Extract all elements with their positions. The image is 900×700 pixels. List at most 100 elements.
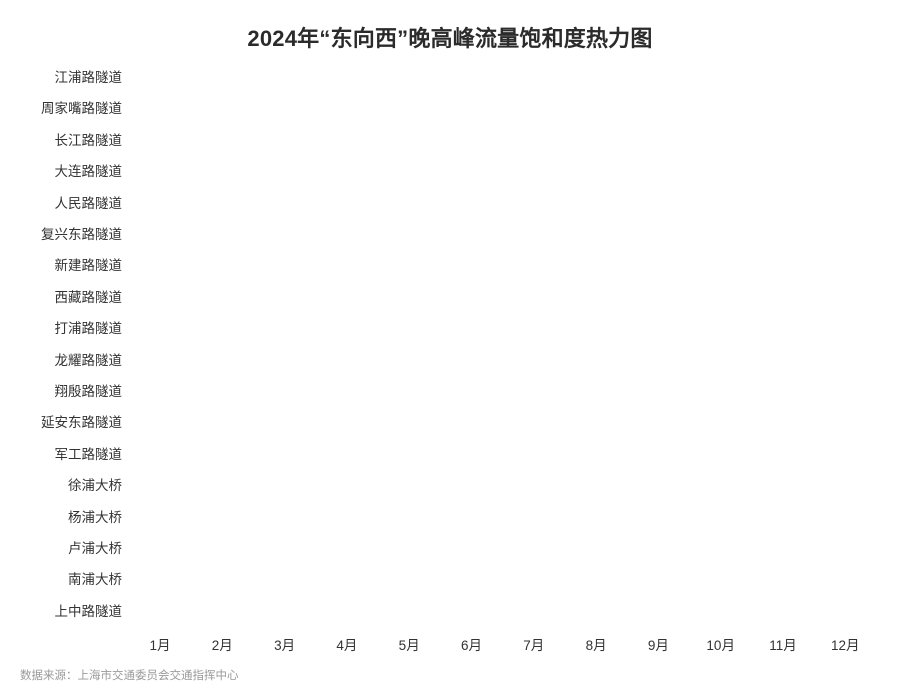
heatmap-cell bbox=[510, 156, 574, 187]
heatmap-cell bbox=[129, 62, 193, 93]
heatmap-cell bbox=[129, 250, 193, 281]
heatmap-cell bbox=[701, 439, 765, 470]
y-tick-label: 大连路隧道 bbox=[54, 164, 123, 180]
heatmap-cell bbox=[701, 282, 765, 313]
heatmap-cell bbox=[574, 125, 638, 156]
heatmap-cell bbox=[637, 376, 701, 407]
y-tick-label: 打浦路隧道 bbox=[54, 321, 123, 337]
heatmap-cell bbox=[320, 439, 384, 470]
y-tick-label: 龙耀路隧道 bbox=[54, 352, 123, 368]
heatmap-cell bbox=[764, 313, 828, 344]
heatmap-cell bbox=[574, 62, 638, 93]
heatmap-cell bbox=[193, 407, 257, 438]
heatmap-cell bbox=[637, 564, 701, 595]
heatmap-cell bbox=[129, 470, 193, 501]
x-tick-label: 8月 bbox=[585, 638, 607, 653]
heatmap-cell bbox=[828, 376, 892, 407]
heatmap-cell bbox=[383, 345, 447, 376]
heatmap-cell bbox=[193, 596, 257, 627]
heatmap-cell bbox=[510, 501, 574, 532]
heatmap-cell bbox=[637, 345, 701, 376]
heatmap-cell bbox=[764, 533, 828, 564]
heatmap-cell bbox=[129, 596, 193, 627]
heatmap-cell bbox=[828, 282, 892, 313]
heatmap-cell bbox=[701, 407, 765, 438]
heatmap-cell bbox=[256, 596, 320, 627]
heatmap-cell bbox=[320, 564, 384, 595]
heatmap-cell bbox=[447, 470, 511, 501]
y-tick-label: 杨浦大桥 bbox=[68, 509, 122, 525]
heatmap-cell bbox=[447, 250, 511, 281]
heatmap-cell bbox=[637, 501, 701, 532]
heatmap-cell bbox=[447, 125, 511, 156]
heatmap-cell bbox=[447, 156, 511, 187]
y-tick-label: 上中路隧道 bbox=[54, 603, 123, 619]
heatmap-cell bbox=[637, 250, 701, 281]
heatmap-cell bbox=[129, 564, 193, 595]
heatmap-cell bbox=[764, 219, 828, 250]
x-tick-label: 1月 bbox=[149, 638, 171, 653]
heatmap-cell bbox=[828, 345, 892, 376]
heatmap-cell bbox=[828, 439, 892, 470]
heatmap-cell bbox=[828, 125, 892, 156]
heatmap-cell bbox=[193, 439, 257, 470]
heatmap-cell bbox=[447, 188, 511, 219]
heatmap-cell bbox=[383, 62, 447, 93]
heatmap-cell bbox=[193, 250, 257, 281]
heatmap-cell bbox=[193, 345, 257, 376]
heatmap-cell bbox=[193, 62, 257, 93]
heatmap-cell bbox=[447, 501, 511, 532]
heatmap-cell bbox=[828, 250, 892, 281]
heatmap-cell bbox=[510, 250, 574, 281]
heatmap-cell bbox=[256, 219, 320, 250]
y-tick-label: 周家嘴路隧道 bbox=[41, 101, 122, 117]
heatmap-cell bbox=[574, 219, 638, 250]
heatmap-cell bbox=[256, 407, 320, 438]
heatmap-cell bbox=[574, 439, 638, 470]
heatmap-cell bbox=[383, 407, 447, 438]
chart-title: 2024年“东向西”晚高峰流量饱和度热力图 bbox=[247, 26, 653, 51]
heatmap-cell bbox=[701, 93, 765, 124]
heatmap-cell bbox=[701, 470, 765, 501]
heatmap-cell bbox=[383, 125, 447, 156]
heatmap-cell bbox=[320, 62, 384, 93]
heatmap-cell bbox=[637, 407, 701, 438]
heatmap-cell bbox=[828, 564, 892, 595]
heatmap-cell bbox=[764, 93, 828, 124]
heatmap-cell bbox=[256, 62, 320, 93]
heatmap-cell bbox=[383, 501, 447, 532]
heatmap-cell bbox=[129, 501, 193, 532]
heatmap-cell bbox=[383, 156, 447, 187]
heatmap-cell bbox=[574, 345, 638, 376]
heatmap-cell bbox=[320, 125, 384, 156]
x-tick-label: 12月 bbox=[831, 638, 860, 653]
heatmap-cell bbox=[637, 125, 701, 156]
heatmap-cell bbox=[447, 62, 511, 93]
heatmap-cell bbox=[193, 188, 257, 219]
heatmap-cell bbox=[129, 219, 193, 250]
y-tick-label: 南浦大桥 bbox=[68, 572, 122, 588]
heatmap-cell bbox=[828, 596, 892, 627]
y-tick-label: 西藏路隧道 bbox=[54, 289, 123, 305]
heatmap-cell bbox=[637, 470, 701, 501]
heatmap-cell bbox=[637, 596, 701, 627]
heatmap-cell bbox=[637, 313, 701, 344]
heatmap-cell bbox=[320, 313, 384, 344]
heatmap-cell bbox=[447, 533, 511, 564]
heatmap-cell bbox=[510, 407, 574, 438]
heatmap-cell bbox=[447, 282, 511, 313]
heatmap-cell bbox=[637, 282, 701, 313]
heatmap-cell bbox=[510, 439, 574, 470]
heatmap-cell bbox=[701, 156, 765, 187]
heatmap-cell bbox=[828, 501, 892, 532]
heatmap-cell bbox=[764, 62, 828, 93]
heatmap-cell bbox=[701, 376, 765, 407]
heatmap-grid bbox=[129, 62, 891, 627]
heatmap-cell bbox=[574, 564, 638, 595]
heatmap-cell bbox=[256, 376, 320, 407]
x-tick-label: 3月 bbox=[274, 638, 296, 653]
heatmap-cell bbox=[764, 596, 828, 627]
heatmap-cell bbox=[129, 125, 193, 156]
heatmap-cell bbox=[510, 62, 574, 93]
